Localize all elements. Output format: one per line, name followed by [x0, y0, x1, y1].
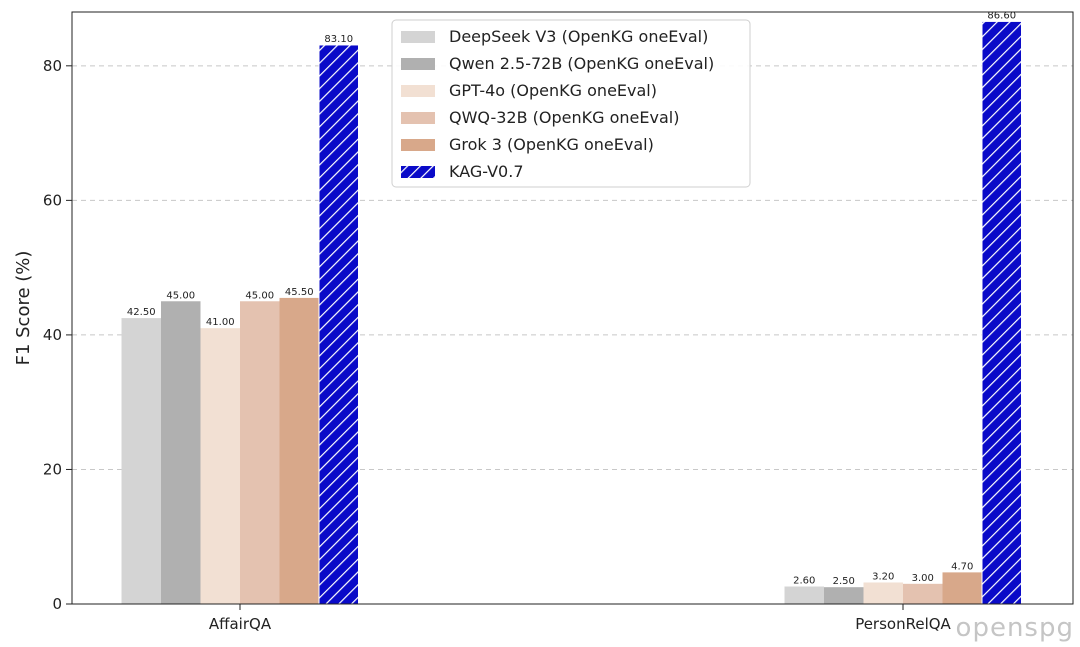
- x-tick-label-1: PersonRelQA: [855, 615, 951, 633]
- data-label-affairqa-0: 42.50: [127, 307, 156, 318]
- data-label-affairqa-2: 41.00: [206, 317, 235, 328]
- y-tick-label-60: 60: [43, 191, 62, 209]
- legend-swatch-0: [401, 31, 435, 43]
- legend-label-3: QWQ-32B (OpenKG oneEval): [449, 108, 679, 127]
- y-axis-title: F1 Score (%): [13, 251, 34, 366]
- data-label-affairqa-3: 45.00: [245, 290, 274, 301]
- plot-frame: [71, 11, 1074, 605]
- y-tick-label-0: 0: [52, 595, 62, 613]
- legend: DeepSeek V3 (OpenKG oneEval) Qwen 2.5-72B…: [391, 19, 751, 188]
- bar-personrelqa-5: [981, 20, 1022, 605]
- legend-swatch-4: [401, 139, 435, 151]
- bar-personrelqa-2: [863, 582, 903, 604]
- legend-swatch-1: [401, 58, 435, 70]
- legend-box: [391, 19, 751, 188]
- bar-affairqa-5: [318, 44, 359, 605]
- y-tick-label-40: 40: [43, 326, 62, 344]
- legend-label-1: Qwen 2.5-72B (OpenKG oneEval): [449, 54, 714, 73]
- data-label-personrelqa-1: 2.50: [833, 576, 855, 587]
- legend-swatch-5: [401, 166, 435, 178]
- x-tick-label-0: AffairQA: [209, 615, 272, 633]
- legend-label-4: Grok 3 (OpenKG oneEval): [449, 135, 654, 154]
- watermark-text: openspg: [955, 613, 1074, 643]
- legend-swatch-2: [401, 85, 435, 97]
- bar-affairqa-4: [279, 297, 319, 604]
- data-label-personrelqa-0: 2.60: [793, 576, 815, 587]
- legend-label-2: GPT-4o (OpenKG oneEval): [449, 81, 657, 100]
- y-tick-label-20: 20: [43, 460, 62, 478]
- bar-affairqa-1: [161, 301, 201, 604]
- data-label-affairqa-5: 83.10: [324, 34, 353, 45]
- bar-affairqa-2: [200, 328, 240, 604]
- data-label-personrelqa-2: 3.20: [872, 571, 894, 582]
- legend-swatch-3: [401, 112, 435, 124]
- bars: [121, 20, 1022, 605]
- data-label-personrelqa-3: 3.00: [912, 573, 934, 584]
- data-labels: 42.50 45.00 41.00 45.00 45.50 83.10 2.60 2.50 3.…: [127, 10, 1016, 587]
- data-label-affairqa-4: 45.50: [285, 287, 314, 298]
- axes: 0 20 40 60 80 AffairQA PersonRelQA: [43, 11, 1074, 633]
- y-tick-label-80: 80: [43, 57, 62, 75]
- bar-personrelqa-4: [942, 572, 982, 604]
- data-label-personrelqa-5: 86.60: [987, 10, 1016, 21]
- legend-label-5: KAG-V0.7: [449, 162, 524, 181]
- bar-affairqa-3: [240, 301, 280, 604]
- bar-personrelqa-1: [824, 587, 864, 604]
- bar-affairqa-0: [121, 318, 161, 604]
- data-label-personrelqa-4: 4.70: [951, 561, 973, 572]
- legend-label-0: DeepSeek V3 (OpenKG oneEval): [449, 27, 708, 46]
- bar-personrelqa-0: [784, 586, 824, 604]
- bar-personrelqa-3: [903, 583, 943, 604]
- data-label-affairqa-1: 45.00: [166, 290, 195, 301]
